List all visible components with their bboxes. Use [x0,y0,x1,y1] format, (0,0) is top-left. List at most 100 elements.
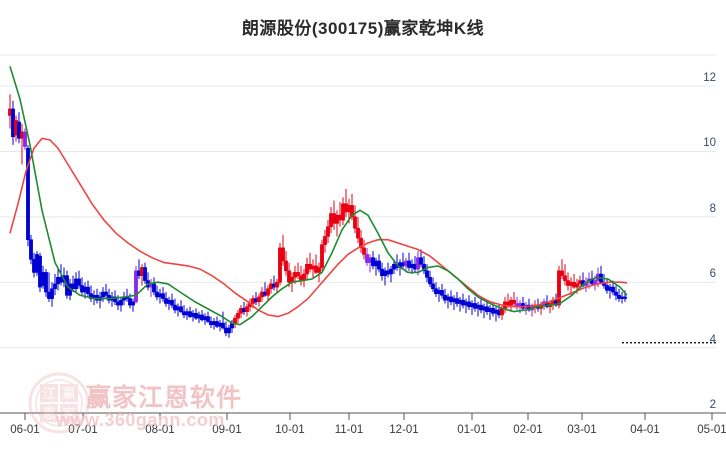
candlestick [296,262,300,279]
candlestick [131,298,135,312]
candlestick [206,311,210,324]
ma-short-line [9,66,628,326]
x-tick-label: 02-01 [513,424,543,436]
candlestick [179,300,183,314]
seal-watermark-icon: 江 赢 恩 家 [28,372,90,434]
candlestick [26,144,30,247]
ma-long-line [9,137,628,318]
candlestick [257,293,261,307]
moving-average-lines [9,66,628,326]
candlestick [563,264,567,286]
candlestick [326,220,330,243]
candlestick-series [8,94,627,338]
candlestick [227,324,231,338]
candlestick [353,205,357,234]
candlestick [275,278,279,293]
y-tick-label: 12 [703,72,716,85]
page-title: 朗源股份(300175)赢家乾坤K线 [241,19,485,38]
candlestick [119,296,123,312]
x-tick-label: 01-01 [457,424,487,436]
x-tick-label: 10-01 [275,424,305,436]
candlestick [389,265,393,283]
svg-text:赢: 赢 [62,386,75,402]
x-tick-label: 08-01 [145,424,175,436]
y-tick-label: 2 [709,399,716,411]
candlestick [23,128,27,150]
candlestick [362,239,366,260]
x-tick-label: 09-01 [212,424,242,436]
x-tick-label: 03-01 [567,424,597,436]
candlestick [170,293,174,309]
candlestick [419,249,423,268]
candlestick [104,283,108,299]
candlestick [236,310,240,324]
candlestick [143,262,147,284]
candlestick [77,270,81,289]
candlestick [377,254,381,273]
x-tick-label: 12-01 [389,424,419,436]
candlestick [53,274,57,296]
candlestick [473,296,477,312]
y-tick-label: 4 [709,333,716,346]
svg-text:家: 家 [62,406,75,422]
candlestick [599,265,603,284]
candlestick [359,229,363,253]
candlestick [461,293,465,309]
candlestick [287,262,291,288]
candlestick [431,277,435,293]
candlestick [614,285,618,301]
candlestick [38,252,42,293]
candlestick [605,278,609,294]
candlestick [29,234,33,265]
candlestick [245,303,249,317]
url-watermark: www.360gann.com [56,410,225,430]
x-tick-label: 05-01 [697,424,726,436]
candlestick [428,270,432,288]
y-tick-label: 6 [709,268,716,281]
candlestick [134,265,138,304]
candlestick [617,288,621,302]
candlestick [560,259,564,279]
x-tick-label: 04-01 [630,424,660,436]
x-tick-label: 06-01 [10,424,40,436]
candlestick [479,298,483,314]
candlestick [449,290,453,306]
candlestick [17,112,21,144]
candlestick [407,252,411,271]
candlestick [320,239,324,271]
axis-lines [0,412,726,420]
candlestick [566,272,570,291]
candlestick [50,282,54,307]
candlestick [266,285,270,302]
brand-watermark: 赢家江恩软件 [86,384,243,412]
candlestick [86,280,90,297]
candlestick [161,287,165,302]
candlestick [455,292,459,307]
svg-text:恩: 恩 [42,407,55,422]
x-tick-label: 07-01 [68,424,98,436]
candlestick [512,292,516,307]
candlestick [422,256,426,275]
candlestick [107,288,111,304]
candlestick [467,295,471,311]
x-tick-label: 11-01 [334,424,364,436]
candlestick [356,216,360,243]
y-tick-label: 10 [703,137,716,150]
candlestick [440,283,444,299]
candlestick [221,311,225,330]
candlestick [278,242,282,286]
candlestick [371,251,375,270]
y-tick-label: 8 [709,202,716,215]
candlestick [509,296,513,312]
candlestick [95,288,99,304]
candlestick [281,234,285,266]
candlestick [44,269,48,297]
candlestick [557,265,561,309]
candlestick [284,251,288,276]
candlestick [323,229,327,253]
candlestick [317,262,321,283]
candlestick [152,277,156,296]
svg-text:江: 江 [42,387,55,402]
